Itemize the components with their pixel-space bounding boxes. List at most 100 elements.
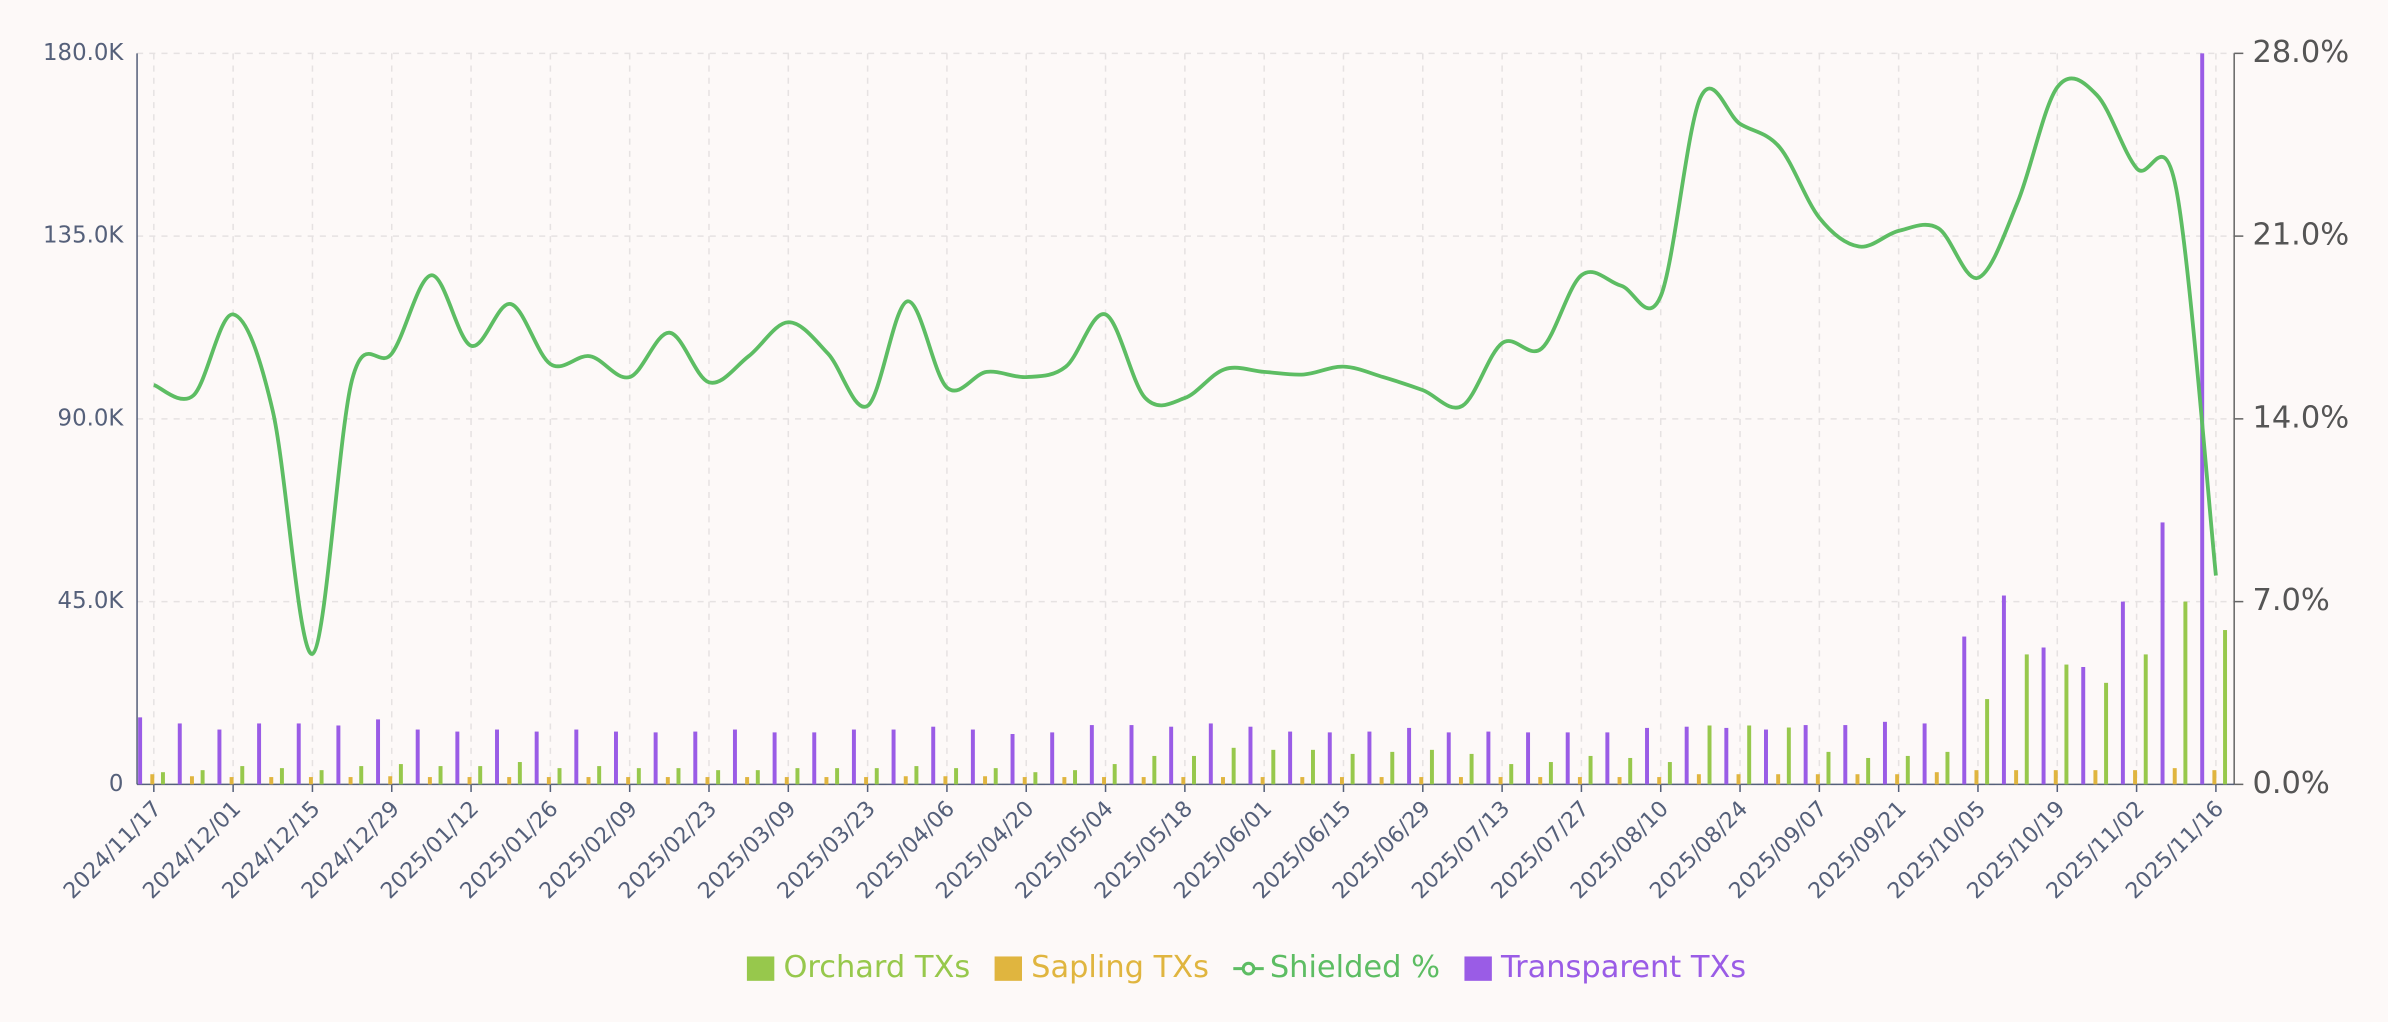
bar bbox=[1855, 774, 1860, 785]
bar bbox=[1129, 725, 1134, 785]
bar bbox=[1962, 636, 1967, 785]
legend-swatch bbox=[746, 956, 775, 981]
bar bbox=[931, 726, 936, 785]
legend-marker bbox=[1241, 961, 1256, 976]
bar bbox=[217, 729, 222, 785]
bar bbox=[507, 777, 512, 785]
bar bbox=[693, 731, 698, 785]
y2-tick-label: 0.0% bbox=[2252, 766, 2329, 801]
bar bbox=[626, 777, 631, 785]
bar bbox=[1390, 751, 1395, 785]
bar bbox=[1498, 777, 1503, 785]
bar bbox=[1458, 777, 1463, 785]
bar bbox=[2133, 770, 2138, 785]
bar bbox=[970, 729, 975, 785]
bar bbox=[795, 768, 800, 785]
bar bbox=[983, 776, 988, 785]
bar bbox=[665, 777, 670, 785]
bar bbox=[257, 723, 262, 785]
bar bbox=[1379, 777, 1384, 785]
bar bbox=[851, 729, 856, 785]
bar bbox=[478, 766, 483, 785]
bar bbox=[1260, 777, 1265, 785]
bar bbox=[1446, 732, 1451, 785]
bar bbox=[835, 768, 840, 785]
bar bbox=[2064, 664, 2069, 785]
bar bbox=[636, 768, 641, 785]
bar bbox=[772, 732, 777, 785]
bar bbox=[1271, 749, 1276, 785]
y-tick-label: 0 bbox=[109, 771, 124, 797]
bar bbox=[2183, 601, 2188, 785]
bar bbox=[2160, 522, 2165, 785]
bar bbox=[1684, 726, 1689, 785]
bar bbox=[1033, 772, 1038, 785]
bar bbox=[1565, 732, 1570, 785]
bar bbox=[824, 777, 829, 785]
bar bbox=[534, 731, 539, 785]
legend: Orchard TXs Sapling TXs Shielded % Transpar… bbox=[746, 950, 1746, 985]
bar bbox=[874, 768, 879, 785]
bar bbox=[2223, 630, 2228, 785]
bar bbox=[455, 731, 460, 785]
bar bbox=[1208, 723, 1213, 785]
bar bbox=[336, 725, 341, 785]
bar bbox=[279, 768, 284, 785]
bar bbox=[1985, 699, 1990, 785]
y2-tick-label: 28.0% bbox=[2252, 35, 2349, 70]
bar bbox=[1577, 777, 1582, 785]
bar bbox=[427, 777, 432, 785]
legend-label: Orchard TXs bbox=[783, 950, 970, 985]
bar bbox=[546, 777, 551, 785]
legend-swatch bbox=[994, 956, 1023, 981]
bar bbox=[2143, 654, 2148, 785]
bar bbox=[1803, 725, 1808, 785]
bar bbox=[812, 732, 817, 785]
bar bbox=[1350, 753, 1355, 785]
bar bbox=[1231, 747, 1236, 785]
bar bbox=[891, 729, 896, 785]
bar bbox=[438, 766, 443, 785]
bar bbox=[1736, 774, 1741, 785]
bar bbox=[2081, 667, 2086, 785]
bar bbox=[1141, 777, 1146, 785]
bar bbox=[1617, 777, 1622, 785]
bar bbox=[1657, 777, 1662, 785]
bar bbox=[1419, 777, 1424, 785]
bar bbox=[1407, 727, 1412, 785]
bar bbox=[467, 777, 472, 785]
bar bbox=[1882, 721, 1887, 785]
bar bbox=[1486, 731, 1491, 785]
bar bbox=[2120, 601, 2125, 785]
bar bbox=[574, 729, 579, 785]
bar bbox=[993, 768, 998, 785]
bar bbox=[1945, 751, 1950, 785]
bar bbox=[319, 770, 324, 785]
bar bbox=[398, 764, 403, 785]
bar bbox=[1922, 723, 1927, 785]
bar bbox=[359, 766, 364, 785]
bar bbox=[296, 723, 301, 785]
bar bbox=[745, 777, 750, 785]
y2-tick-label: 14.0% bbox=[2252, 400, 2349, 435]
bar bbox=[1628, 757, 1633, 785]
bar bbox=[1367, 731, 1372, 785]
bar bbox=[1509, 764, 1514, 785]
bar bbox=[903, 776, 908, 785]
bar bbox=[1221, 777, 1225, 785]
bar bbox=[755, 770, 760, 785]
bar bbox=[1339, 777, 1344, 785]
bar bbox=[1866, 757, 1871, 785]
bar bbox=[1022, 777, 1027, 785]
bar bbox=[1429, 749, 1434, 785]
bar bbox=[1548, 762, 1553, 785]
legend-label: Shielded % bbox=[1270, 950, 1440, 985]
bar bbox=[914, 766, 919, 785]
bar bbox=[557, 768, 562, 785]
bar bbox=[784, 777, 789, 785]
bar bbox=[1300, 777, 1305, 785]
bar bbox=[1645, 727, 1650, 785]
bar bbox=[1588, 755, 1593, 785]
